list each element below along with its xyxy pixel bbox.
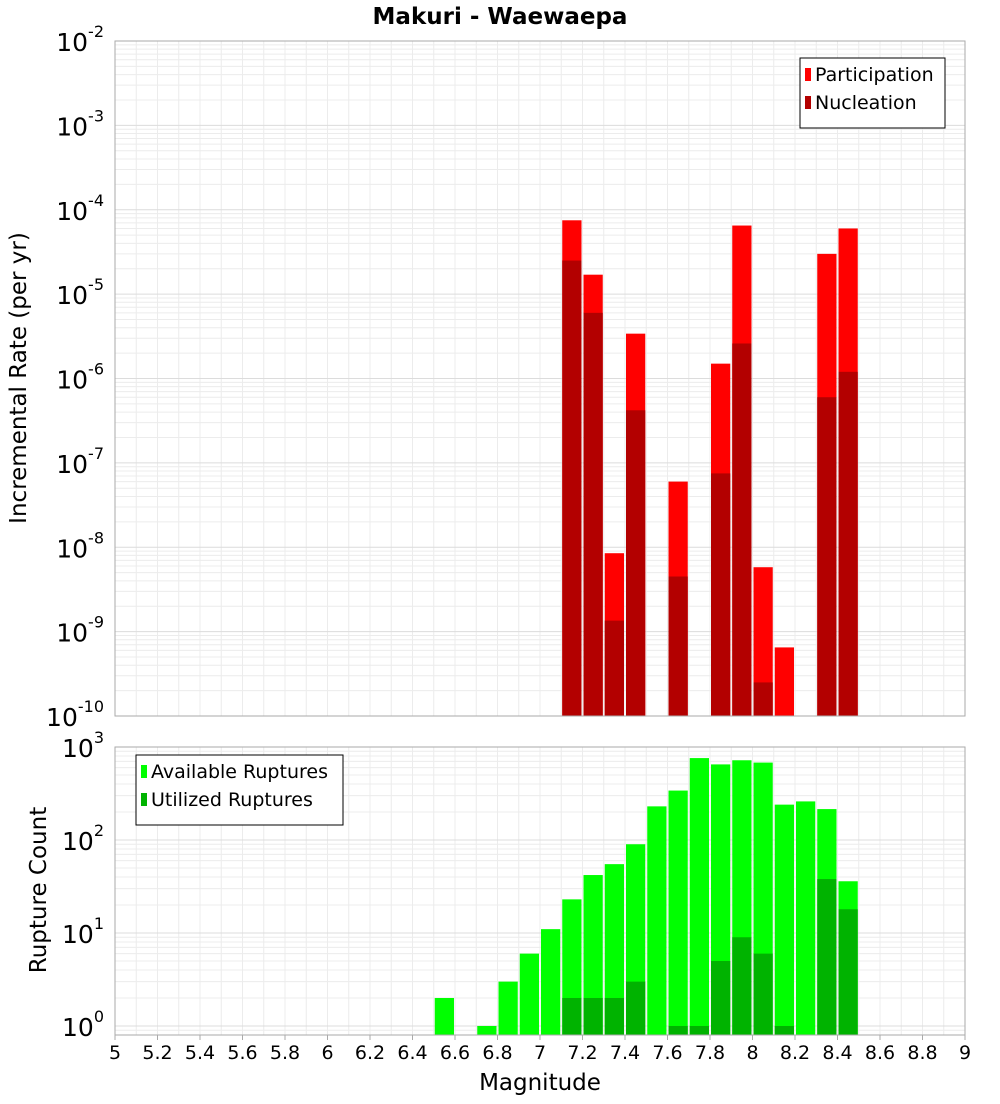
legend-swatch [805,68,811,81]
legend-label: Nucleation [815,92,917,114]
bar-available-ruptures [541,929,561,1035]
x-tick-label: 6.6 [440,1042,470,1064]
x-tick-label: 8.2 [780,1042,810,1064]
x-axis-ticks: 5 5.2 5.4 5.6 5.8 6 6.2 6.4 6.6 6.8 7 7.2 7.4 7.6 7.8 8… [109,1035,971,1064]
series-utilized-ruptures [562,879,858,1035]
bar-utilized-ruptures [604,997,624,1035]
y-tick-label: 10-6 [56,360,104,395]
bar-nucleation [753,682,773,716]
legend-box [135,754,344,826]
top-panel-plot-area: 10-10 10-9 10-8 10-7 10-6 10-5 10-4 10-3 10-2 Par… [46,22,966,732]
x-tick-label: 7.8 [695,1042,725,1064]
legend-swatch [805,96,811,109]
top-plot-border [114,40,966,717]
y-tick-label: 10-5 [56,275,104,310]
bar-available-ruptures [604,864,624,1035]
x-tick-label: 5.6 [227,1042,257,1064]
bar-nucleation [732,343,752,716]
bar-utilized-ruptures [689,1025,709,1035]
x-tick-label: 7.2 [567,1042,597,1064]
bar-nucleation [604,620,624,716]
x-tick-label: 8.6 [865,1042,895,1064]
bottom-legend: Available Ruptures Utilized Ruptures [135,754,344,826]
bar-available-ruptures [498,981,518,1035]
bar-nucleation [583,312,603,716]
bar-nucleation [817,397,837,716]
top-legend: Participation Nucleation [799,57,946,129]
y-tick-label: 100 [62,1007,104,1042]
y-tick-label: 103 [62,728,104,763]
top-y-axis-label: Incremental Rate (per yr) [6,232,32,524]
y-tick-label: 101 [62,914,104,949]
bar-nucleation [838,371,858,716]
y-tick-label: 10-3 [56,106,104,141]
chart-title: Makuri - Waewaepa [373,4,628,30]
bar-participation [774,647,794,716]
bar-available-ruptures [477,1025,497,1035]
bar-utilized-ruptures [668,1025,688,1035]
x-tick-label: 8.8 [907,1042,937,1064]
bar-utilized-ruptures [817,879,837,1035]
top-y-axis-ticks: 10-10 10-9 10-8 10-7 10-6 10-5 10-4 10-3 10-2 [46,22,104,732]
y-tick-label: 102 [62,821,104,856]
bar-utilized-ruptures [838,909,858,1035]
bar-available-ruptures [796,801,816,1035]
bar-available-ruptures [774,804,794,1035]
bar-utilized-ruptures [774,1025,794,1035]
legend-box [799,57,946,129]
bar-participation [753,567,773,716]
y-tick-label: 10-10 [46,697,104,732]
legend-label: Participation [815,64,934,86]
legend-swatch [141,793,147,806]
x-tick-label: 7.6 [652,1042,682,1064]
legend-label: Utilized Ruptures [151,789,313,811]
bar-nucleation [626,410,646,716]
top-gridlines [114,41,966,717]
y-tick-label: 10-2 [56,22,104,57]
bar-utilized-ruptures [583,997,603,1035]
bar-nucleation [668,576,688,716]
bar-available-ruptures [668,790,688,1035]
bar-available-ruptures [689,758,709,1035]
bar-utilized-ruptures [626,981,646,1035]
bar-utilized-ruptures [732,937,752,1035]
bar-utilized-ruptures [562,997,582,1035]
bar-available-ruptures [434,997,454,1035]
bottom-y-axis-label: Rupture Count [26,807,52,973]
y-tick-label: 10-9 [56,613,104,648]
x-tick-label: 7.4 [610,1042,640,1064]
x-tick-label: 9 [959,1042,971,1064]
legend-label: Available Ruptures [151,761,328,783]
y-tick-label: 10-7 [56,444,104,479]
bar-available-ruptures [583,875,603,1035]
bar-nucleation [711,473,731,716]
x-tick-label: 7 [534,1042,546,1064]
x-tick-label: 6.2 [355,1042,385,1064]
legend-swatch [141,765,147,778]
x-tick-label: 6 [321,1042,333,1064]
x-tick-label: 5 [109,1042,121,1064]
x-tick-label: 6.4 [397,1042,427,1064]
series-nucleation [562,260,858,716]
bar-utilized-ruptures [711,960,731,1035]
x-tick-label: 5.4 [185,1042,215,1064]
x-tick-label: 8 [746,1042,758,1064]
y-tick-label: 10-8 [56,528,104,563]
x-axis-label: Magnitude [479,1070,601,1096]
x-tick-label: 5.8 [270,1042,300,1064]
bottom-y-axis-ticks: 100 101 102 103 [62,728,104,1042]
bar-utilized-ruptures [753,953,773,1035]
x-tick-label: 8.4 [822,1042,852,1064]
y-tick-label: 10-4 [56,191,104,226]
x-tick-label: 5.2 [142,1042,172,1064]
x-tick-label: 6.8 [482,1042,512,1064]
bottom-panel-plot-area: 100 101 102 103 Available Ruptures Utilized R… [62,728,966,1042]
bar-available-ruptures [647,806,667,1035]
bar-nucleation [562,260,582,716]
bar-available-ruptures [519,953,539,1035]
